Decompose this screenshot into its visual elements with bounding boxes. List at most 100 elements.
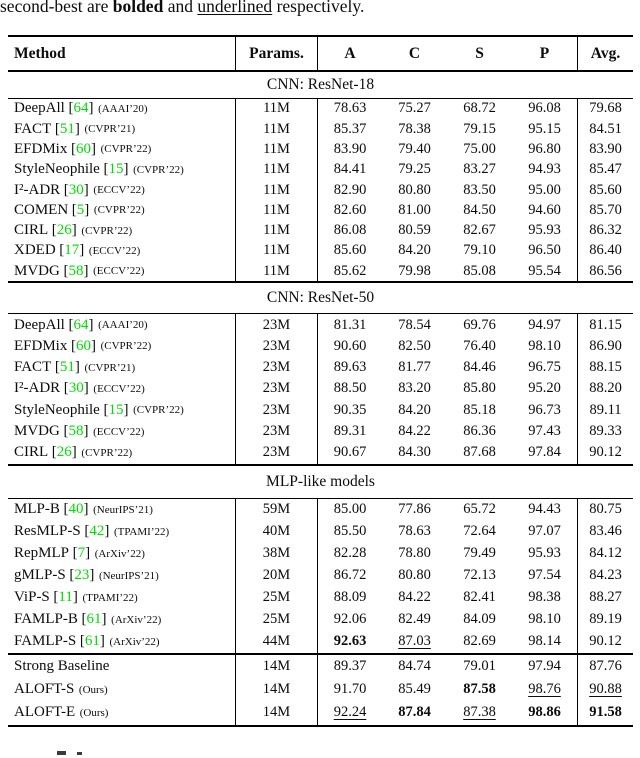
citation-link[interactable]: [15]	[103, 401, 129, 418]
method-name: XDED	[14, 242, 56, 259]
citation-number[interactable]: 23	[74, 567, 90, 584]
score-cell: 81.31	[317, 314, 382, 336]
venue-label: (ECCV’22)	[93, 265, 145, 278]
score-cell: 84.20	[398, 242, 431, 259]
citation-number[interactable]: 26	[56, 444, 72, 461]
citation-link[interactable]: [60]	[70, 140, 96, 157]
score-cell: 89.37	[317, 654, 382, 678]
score-cell: 84.50	[463, 201, 496, 218]
citation-link[interactable]: [58]	[63, 423, 89, 440]
citation-number[interactable]: 64	[73, 100, 89, 117]
table-row: XDED [17] (ECCV’22) 11M 85.60 84.20 79.10 96.…	[8, 240, 633, 262]
citation-number[interactable]: 60	[75, 337, 91, 354]
score-cell: 97.94	[528, 657, 561, 674]
citation-link[interactable]: [64]	[68, 100, 94, 117]
score-cell: 78.63	[398, 523, 431, 540]
citation-link[interactable]: [51]	[54, 359, 80, 376]
citation-number[interactable]: 40	[68, 501, 84, 518]
avg-cell: 83.46	[577, 520, 633, 543]
citation-link[interactable]: [26]	[51, 444, 77, 461]
venue-label: (ECCV’22)	[93, 184, 145, 197]
venue-label: (TPAMI’22)	[82, 591, 138, 604]
citation-link[interactable]: [58]	[63, 262, 89, 279]
score-cell: 84.74	[398, 657, 431, 674]
citation-link[interactable]: [23]	[69, 567, 95, 584]
score-cell: 98.10	[528, 611, 561, 628]
citation-number[interactable]: 15	[108, 161, 124, 178]
citation-link[interactable]: [40]	[63, 501, 89, 518]
citation-number[interactable]: 26	[56, 222, 72, 239]
table-row: StyleNeophile [15] (CVPR’22) 23M 90.35 84.2…	[8, 399, 633, 421]
table-row: RepMLP [7] (ArXiv’22) 38M 82.28 78.80 79.49 9…	[8, 542, 633, 565]
params-cell: 11M	[235, 139, 317, 160]
citation-number[interactable]: 51	[59, 120, 75, 137]
table-row: ResMLP-S [42] (TPAMI’22) 40M 85.50 78.63 72.…	[8, 520, 633, 543]
col-header-p: P	[539, 44, 550, 62]
citation-link[interactable]: [17]	[59, 242, 85, 259]
citation-number[interactable]: 51	[59, 359, 75, 376]
citation-number[interactable]: 64	[73, 316, 89, 333]
section-label: CNN: ResNet-18	[266, 75, 375, 93]
citation-number[interactable]: 58	[68, 423, 84, 440]
citation-number[interactable]: 11	[58, 589, 73, 606]
score-cell: 98.10	[528, 337, 561, 354]
method-name: gMLP-S	[14, 567, 66, 584]
citation-link[interactable]: [30]	[63, 181, 89, 198]
score-cell: 82.49	[398, 611, 431, 628]
avg-cell: 88.20	[577, 378, 633, 400]
method-cell: DeepAll [64] (AAAI’20)	[8, 314, 235, 335]
params-cell: 11M	[235, 118, 317, 140]
table-rule	[8, 97, 633, 99]
citation-number[interactable]: 58	[68, 262, 84, 279]
citation-number[interactable]: 15	[108, 401, 124, 418]
params-cell: 14M	[235, 677, 317, 702]
score-cell: 80.80	[398, 567, 431, 584]
citation-number[interactable]: 60	[75, 140, 91, 157]
score-cell: 92.24	[317, 701, 382, 725]
avg-cell: 86.32	[577, 220, 633, 241]
citation-number[interactable]: 61	[86, 611, 102, 628]
citation-link[interactable]: [60]	[70, 337, 96, 354]
citation-link[interactable]: [64]	[68, 316, 94, 333]
score-cell: 76.40	[463, 337, 496, 354]
citation-link[interactable]: [42]	[84, 523, 110, 540]
caption-underlined-word: underlined	[197, 0, 273, 16]
score-cell: 85.49	[398, 681, 431, 698]
citation-link[interactable]: [30]	[63, 380, 89, 397]
score-cell: 84.41	[317, 159, 382, 180]
method-name: CIRL	[14, 444, 49, 461]
citation-link[interactable]: [61]	[81, 611, 107, 628]
citation-link[interactable]: [51]	[54, 120, 80, 137]
citation-link[interactable]: [11]	[53, 589, 78, 606]
citation-number[interactable]: 7	[77, 545, 86, 562]
score-cell: 85.18	[463, 401, 496, 418]
score-cell: 83.27	[463, 161, 496, 178]
citation-link[interactable]: [26]	[51, 222, 77, 239]
score-cell: 95.15	[528, 120, 561, 137]
citation-number[interactable]: 5	[76, 201, 85, 218]
score-cell: 78.38	[398, 120, 431, 137]
avg-cell: 85.60	[577, 179, 633, 201]
avg-cell: 81.15	[577, 314, 633, 336]
citation-number[interactable]: 17	[64, 242, 80, 259]
section-rows: MLP-B [40] (NeurIPS’21) 59M 85.00 77.86 65.7…	[8, 498, 633, 653]
method-name: FACT	[14, 359, 52, 376]
venue-label: (TPAMI’22)	[113, 525, 170, 538]
citation-link[interactable]: [5]	[71, 201, 90, 218]
method-cell: I²-ADR [30] (ECCV’22)	[8, 378, 235, 399]
citation-number[interactable]: 42	[89, 523, 105, 540]
citation-link[interactable]: [7]	[72, 545, 91, 562]
citation-link[interactable]: [61]	[79, 633, 105, 650]
score-cell: 92.06	[317, 608, 382, 631]
caption-text: respectively.	[272, 0, 365, 16]
citation-number[interactable]: 61	[84, 633, 100, 650]
method-name: MVDG	[14, 262, 60, 279]
score-cell: 88.50	[317, 378, 382, 400]
col-header-c: C	[408, 44, 421, 62]
score-cell: 90.60	[317, 335, 382, 358]
venue-label: (Ours)	[79, 706, 109, 719]
citation-link[interactable]: [15]	[103, 161, 129, 178]
method-cell: MLP-B [40] (NeurIPS’21)	[8, 499, 235, 521]
citation-number[interactable]: 30	[68, 181, 84, 198]
citation-number[interactable]: 30	[68, 380, 84, 397]
